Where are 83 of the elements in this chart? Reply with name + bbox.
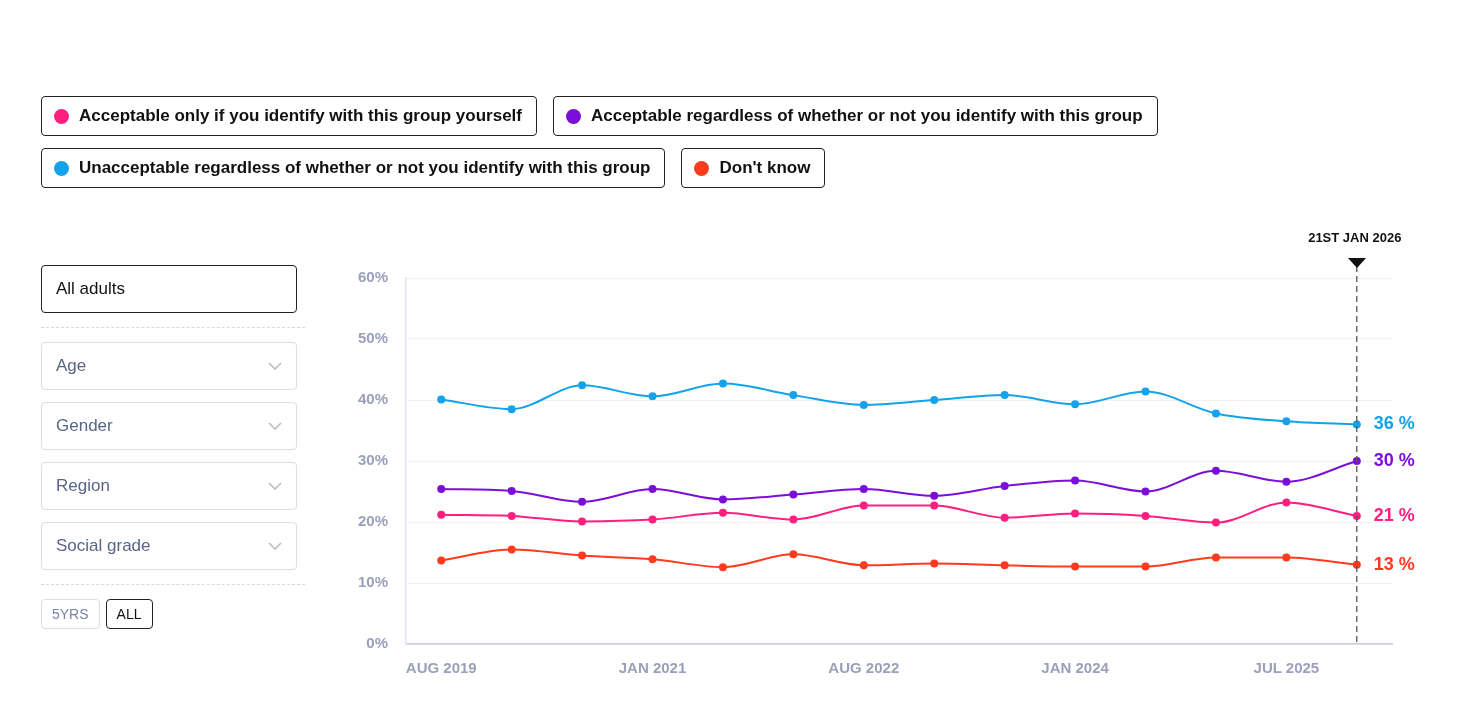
point [718, 508, 727, 517]
data-label: 21 % [1373, 504, 1415, 525]
point [1211, 409, 1220, 418]
point [789, 391, 798, 400]
text: Gender [56, 416, 113, 436]
point [1352, 560, 1361, 569]
point [578, 517, 587, 526]
x-tick-label: AUG 2019 [405, 659, 477, 677]
x-tick-label: AUG 2022 [828, 659, 900, 677]
point [1352, 511, 1361, 520]
y-tick-label: 10% [357, 573, 389, 591]
point [578, 497, 587, 506]
point [1071, 509, 1080, 518]
point [1071, 476, 1080, 485]
point [718, 563, 727, 572]
text: ALL [105, 599, 153, 629]
point [1000, 513, 1009, 522]
point [1071, 562, 1080, 571]
point [507, 545, 516, 554]
point [789, 490, 798, 499]
point [1211, 553, 1220, 562]
text: Social grade [56, 536, 151, 556]
point [578, 551, 587, 560]
point [859, 501, 868, 510]
y-tick-label: 40% [357, 390, 389, 408]
legend-label: Unacceptable regardless of whether or not you identify with this group [79, 158, 651, 178]
point [437, 510, 446, 519]
y-tick-label: 50% [357, 329, 389, 347]
point [930, 559, 939, 568]
x-tick-label: JUL 2025 [1253, 659, 1320, 677]
point [1282, 477, 1291, 486]
point [1000, 482, 1009, 491]
point [437, 556, 446, 565]
text: Age [56, 356, 87, 376]
legend-label: Acceptable regardless of whether or not you identify with this group [591, 106, 1143, 126]
point [930, 491, 939, 500]
point [1141, 387, 1150, 396]
point [1352, 420, 1361, 429]
point [1000, 561, 1009, 570]
point [789, 550, 798, 559]
point [930, 501, 939, 510]
data-label: 13 % [1373, 553, 1415, 574]
point [859, 400, 868, 409]
point [1000, 391, 1009, 400]
point [437, 395, 446, 404]
point [718, 379, 727, 388]
legend-label: Don't know [719, 158, 811, 178]
point [1282, 498, 1291, 507]
point [1282, 417, 1291, 426]
point [507, 511, 516, 520]
point [648, 555, 657, 564]
point [859, 561, 868, 570]
point [718, 495, 727, 504]
point [507, 405, 516, 414]
y-tick-label: 60% [357, 268, 389, 286]
point [578, 381, 587, 390]
point [507, 486, 516, 495]
point [648, 515, 657, 524]
x-tick-label: JAN 2021 [618, 659, 687, 677]
point [1141, 511, 1150, 520]
point [859, 485, 868, 494]
point [1282, 553, 1291, 562]
legend-label: Acceptable only if you identify with this group yourself [79, 106, 522, 126]
point [1211, 466, 1220, 475]
text: 5YRS [41, 599, 100, 629]
y-tick-label: 30% [357, 451, 389, 469]
text: Region [56, 476, 110, 496]
point [930, 396, 939, 404]
y-tick-label: 20% [357, 512, 389, 530]
x-tick-label: JAN 2024 [1041, 659, 1110, 677]
point [1141, 487, 1150, 496]
point [648, 485, 657, 494]
point [1071, 400, 1080, 409]
point [1141, 562, 1150, 571]
point [437, 485, 446, 494]
text: 21ST JAN 2026 [1307, 230, 1403, 245]
y-tick-label: 0% [366, 634, 389, 652]
point [648, 392, 657, 401]
point [1211, 518, 1220, 527]
data-label: 30 % [1373, 449, 1415, 470]
text: All adults [41, 265, 297, 313]
data-label: 36 % [1373, 413, 1415, 434]
point [789, 515, 798, 524]
